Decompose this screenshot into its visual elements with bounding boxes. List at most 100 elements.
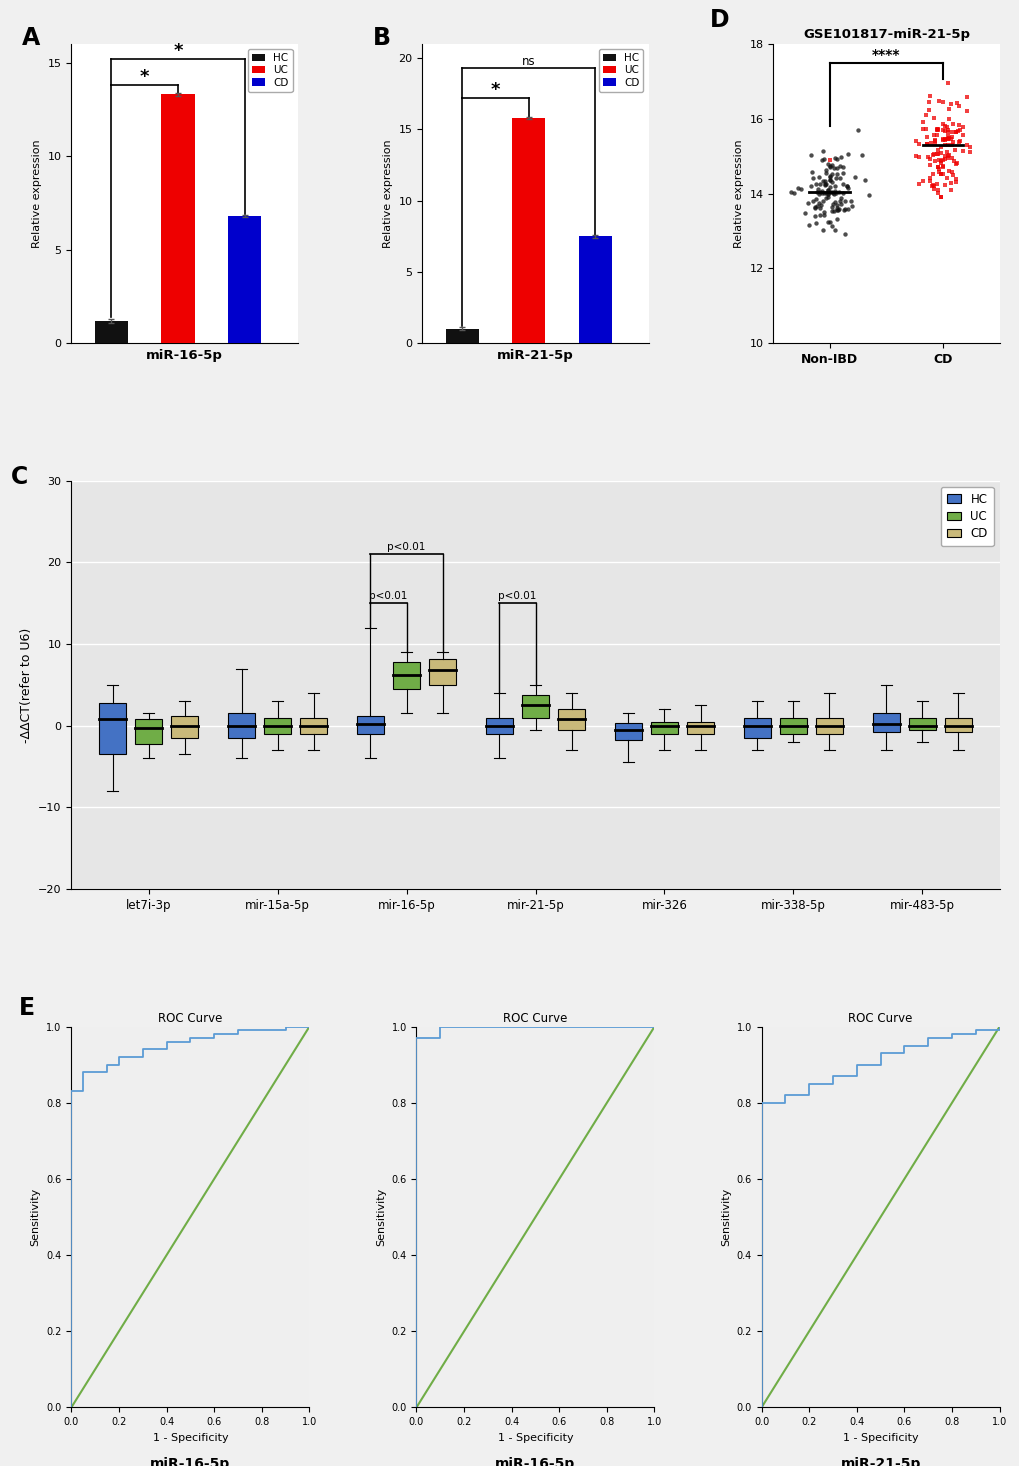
Point [946, 150, 962, 173]
Point [821, 169, 838, 192]
Point [815, 201, 832, 224]
Text: A: A [21, 26, 40, 50]
Point [832, 186, 848, 210]
Point [837, 189, 853, 213]
Point [818, 152, 835, 176]
Point [940, 133, 956, 157]
Point [919, 145, 935, 169]
Point [838, 174, 854, 198]
Point [826, 218, 843, 242]
Point [804, 189, 820, 213]
Text: p<0.01: p<0.01 [497, 591, 536, 601]
Point [928, 123, 945, 147]
Point [824, 182, 841, 205]
Point [932, 163, 949, 186]
Point [835, 172, 851, 195]
Y-axis label: Sensitivity: Sensitivity [720, 1187, 731, 1246]
Point [930, 89, 947, 113]
Bar [944, 717, 971, 732]
Point [829, 198, 846, 221]
Point [943, 133, 959, 157]
Point [813, 148, 829, 172]
Point [924, 123, 941, 147]
Point [825, 199, 842, 223]
Point [947, 120, 963, 144]
Point [934, 128, 951, 151]
Point [816, 172, 833, 195]
Point [807, 188, 823, 211]
Text: ns: ns [522, 56, 535, 69]
Point [840, 142, 856, 166]
Point [819, 210, 836, 233]
Point [814, 169, 830, 192]
Point [921, 166, 937, 189]
Point [954, 123, 970, 147]
Point [929, 179, 946, 202]
Point [835, 198, 851, 221]
Point [818, 183, 835, 207]
Point [815, 148, 832, 172]
Text: *: * [490, 81, 499, 100]
Text: miR-21-5p: miR-21-5p [840, 1457, 920, 1466]
Point [936, 128, 953, 151]
Point [821, 174, 838, 198]
Point [937, 139, 954, 163]
Point [833, 192, 849, 216]
Point [937, 128, 954, 151]
Point [949, 119, 965, 142]
Point [819, 179, 836, 202]
Point [929, 182, 946, 205]
Point [958, 133, 974, 157]
Legend: HC, UC, CD: HC, UC, CD [248, 50, 292, 92]
Point [921, 84, 937, 107]
Point [834, 180, 850, 204]
Point [813, 180, 829, 204]
Bar [743, 717, 770, 737]
Point [812, 194, 828, 217]
Point [910, 145, 926, 169]
Point [910, 173, 926, 196]
Point [821, 164, 838, 188]
Point [940, 144, 956, 167]
Point [803, 144, 819, 167]
Point [934, 128, 951, 151]
Text: D: D [709, 9, 729, 32]
Point [910, 132, 926, 155]
Bar [136, 720, 162, 743]
Point [942, 172, 958, 195]
Point [830, 189, 847, 213]
Point [823, 180, 840, 204]
Y-axis label: Sensitivity: Sensitivity [375, 1187, 385, 1246]
Point [782, 180, 798, 204]
Point [826, 145, 843, 169]
Point [920, 91, 936, 114]
Point [929, 155, 946, 179]
Point [934, 163, 951, 186]
Point [922, 174, 938, 198]
Point [940, 128, 956, 151]
Point [924, 177, 941, 201]
Point [929, 157, 946, 180]
Bar [557, 710, 585, 730]
Point [846, 166, 862, 189]
Point [811, 196, 827, 220]
Point [830, 180, 847, 204]
Point [907, 129, 923, 152]
Point [951, 114, 967, 138]
Point [932, 161, 949, 185]
Y-axis label: Relative expression: Relative expression [733, 139, 743, 248]
Point [828, 199, 845, 223]
Legend: HC, UC, CD: HC, UC, CD [598, 50, 643, 92]
Title: ROC Curve: ROC Curve [502, 1013, 568, 1025]
Point [793, 177, 809, 201]
Point [821, 166, 838, 189]
Point [814, 139, 830, 163]
Bar [264, 717, 290, 734]
Point [929, 117, 946, 141]
Point [958, 100, 974, 123]
Point [925, 174, 942, 198]
Point [932, 136, 949, 160]
Point [819, 180, 836, 204]
Point [929, 155, 946, 179]
Point [822, 154, 839, 177]
